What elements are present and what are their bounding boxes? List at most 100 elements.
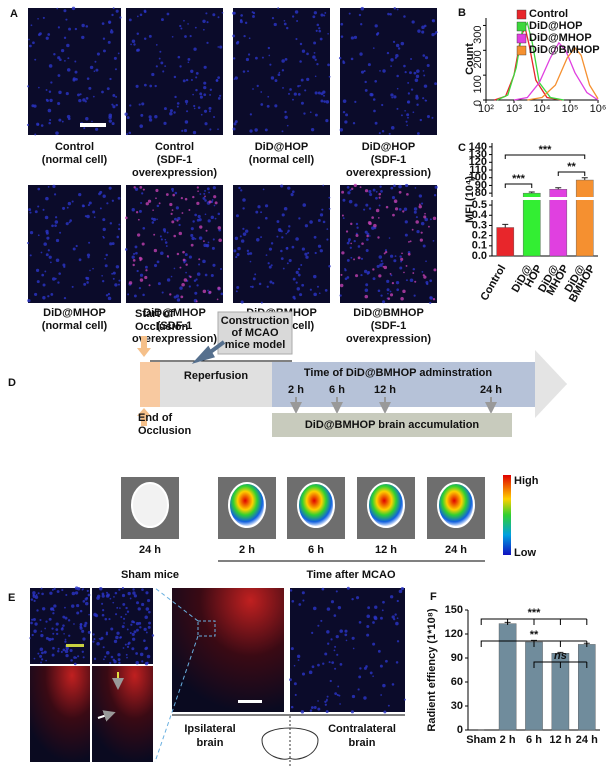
- cell-dot: [131, 208, 135, 212]
- cell-dot: [47, 33, 51, 36]
- cell-dot: [252, 11, 256, 15]
- cell-dot: [260, 211, 263, 214]
- y-tick-label: 60: [451, 676, 463, 688]
- cell-dot: [116, 606, 119, 609]
- cell-dot: [128, 131, 132, 135]
- cell-dot: [101, 592, 105, 596]
- cell-dot: [111, 272, 114, 275]
- cell-dot: [112, 93, 116, 97]
- cell-dot: [393, 184, 396, 188]
- cell-dot: [381, 130, 385, 133]
- cell-dot: [145, 269, 148, 272]
- cell-dot: [413, 210, 417, 214]
- cell-dot: [264, 128, 268, 132]
- cell-dot: [143, 83, 147, 87]
- cell-dot: [415, 74, 420, 79]
- cell-dot: [52, 632, 55, 635]
- cell-dot: [380, 190, 383, 193]
- cell-dot: [267, 262, 270, 265]
- cell-dot: [434, 185, 438, 189]
- cell-dot: [181, 212, 184, 214]
- cell-dot: [402, 210, 405, 213]
- cell-dot: [299, 293, 303, 297]
- cell-dot: [101, 274, 103, 277]
- cell-dot: [86, 589, 89, 592]
- cell-dot: [93, 638, 96, 641]
- cell-dot: [211, 199, 214, 201]
- cell-dot: [126, 133, 129, 136]
- cell-dot: [104, 617, 108, 621]
- cell-dot: [429, 279, 433, 283]
- cell-dot: [85, 25, 89, 28]
- cell-dot: [295, 38, 298, 41]
- y-tick-label: 0.5: [472, 199, 487, 211]
- cell-dot: [321, 587, 325, 591]
- cell-dot: [388, 132, 391, 135]
- cell-dot: [375, 196, 378, 200]
- cell-dot: [131, 647, 135, 651]
- cell-dot: [62, 206, 66, 210]
- cell-dot: [346, 586, 350, 590]
- cell-dot: [84, 215, 87, 218]
- legend-label: Control: [529, 8, 568, 20]
- cell-dot: [202, 196, 206, 200]
- cell-dot: [297, 84, 300, 88]
- cell-dot: [289, 678, 292, 682]
- cell-dot: [40, 587, 43, 590]
- cell-dot: [298, 217, 301, 220]
- cell-dot: [328, 265, 331, 268]
- cell-dot: [204, 195, 206, 198]
- legend-label: DiD@BMHOP: [529, 44, 600, 56]
- cell-dot: [60, 650, 63, 653]
- cell-dot: [50, 293, 54, 296]
- cell-dot: [184, 253, 188, 257]
- cell-dot: [372, 98, 376, 101]
- cell-dot: [268, 54, 271, 57]
- cell-dot: [368, 189, 372, 194]
- time-point: 24 h: [480, 384, 502, 396]
- cell-dot: [365, 249, 369, 253]
- cell-dot: [40, 658, 44, 661]
- cell-dot: [299, 84, 301, 87]
- cell-dot: [414, 280, 417, 283]
- cell-dot: [56, 590, 60, 593]
- significance-label: ***: [512, 173, 526, 185]
- cell-dot: [282, 86, 284, 89]
- cell-dot: [429, 218, 432, 221]
- x-tick-label: 10³: [506, 103, 522, 115]
- cell-dot: [399, 255, 402, 258]
- cell-dot: [285, 232, 288, 235]
- cell-dot: [270, 242, 274, 245]
- cell-dot: [212, 263, 216, 267]
- time-point: 2 h: [288, 384, 304, 396]
- cell-dot: [412, 111, 415, 114]
- cell-dot: [295, 270, 299, 274]
- cell-dot: [233, 78, 236, 80]
- cell-dot: [126, 628, 129, 631]
- x-tick-label: Sham: [466, 734, 496, 746]
- cell-dot: [198, 258, 201, 261]
- cell-dot: [45, 231, 49, 235]
- cell-dot: [132, 637, 136, 641]
- cell-dot: [29, 44, 32, 48]
- cell-dot: [301, 49, 306, 53]
- cell-dot: [53, 193, 57, 196]
- cell-dot: [95, 68, 99, 72]
- cell-dot: [353, 239, 356, 243]
- cell-dot: [341, 190, 345, 194]
- cell-dot: [392, 40, 396, 43]
- cell-dot: [249, 129, 253, 133]
- cell-dot: [341, 214, 344, 217]
- cell-dot: [435, 31, 438, 34]
- cell-dot: [111, 199, 114, 202]
- cell-dot: [171, 35, 174, 38]
- cell-dot: [421, 30, 425, 34]
- cell-dot: [217, 226, 222, 230]
- cell-dot: [153, 248, 158, 253]
- cell-dot: [219, 45, 223, 49]
- cell-dot: [431, 116, 434, 119]
- histogram-line: [527, 46, 599, 101]
- cell-dot: [113, 56, 117, 60]
- cell-dot: [141, 192, 144, 195]
